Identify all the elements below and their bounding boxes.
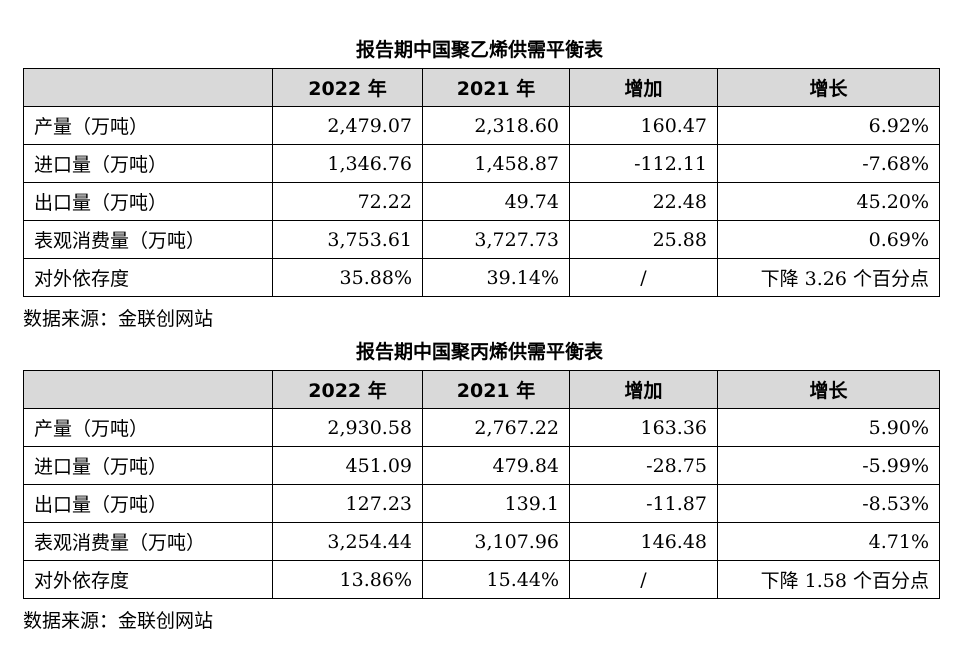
polyethylene-balance-table: 2022 年 2021 年 增加 增长 产量（万吨） 2,479.07 2,31…	[23, 68, 940, 297]
cell-increase: 25.88	[569, 220, 718, 259]
cell-2021: 49.74	[422, 182, 570, 221]
cell-2021: 2,318.60	[422, 106, 570, 145]
cell-growth: 0.69%	[717, 220, 940, 259]
header-cell-2021: 2021 年	[422, 68, 570, 107]
row-label: 产量（万吨）	[23, 106, 273, 145]
header-cell-growth: 增长	[717, 68, 940, 107]
table-row: 表观消费量（万吨） 3,254.44 3,107.96 146.48 4.71%	[23, 522, 940, 561]
cell-2021: 15.44%	[422, 560, 570, 599]
table-row: 对外依存度 13.86% 15.44% / 下降 1.58 个百分点	[23, 560, 940, 599]
table-title: 报告期中国聚乙烯供需平衡表	[355, 39, 603, 61]
header-cell-2021: 2021 年	[422, 370, 570, 409]
cell-increase: -28.75	[569, 446, 718, 485]
cell-increase: /	[569, 560, 718, 599]
table-row: 产量（万吨） 2,930.58 2,767.22 163.36 5.90%	[23, 408, 940, 447]
cell-2022: 2,930.58	[272, 408, 423, 447]
cell-growth: 5.90%	[717, 408, 940, 447]
table-header-row: 2022 年 2021 年 增加 增长	[23, 370, 940, 409]
table-row: 出口量（万吨） 72.22 49.74 22.48 45.20%	[23, 182, 940, 221]
table-row: 表观消费量（万吨） 3,753.61 3,727.73 25.88 0.69%	[23, 220, 940, 259]
data-source-note: 数据来源：金联创网站	[23, 610, 214, 632]
cell-2022: 72.22	[272, 182, 423, 221]
header-cell-2022: 2022 年	[272, 370, 423, 409]
cell-2022: 1,346.76	[272, 144, 423, 183]
cell-increase: 22.48	[569, 182, 718, 221]
cell-growth: -8.53%	[717, 484, 940, 523]
cell-increase: -11.87	[569, 484, 718, 523]
header-cell-increase: 增加	[569, 370, 718, 409]
cell-2022: 127.23	[272, 484, 423, 523]
cell-increase: 163.36	[569, 408, 718, 447]
cell-2021: 479.84	[422, 446, 570, 485]
cell-growth: -5.99%	[717, 446, 940, 485]
cell-2022: 3,753.61	[272, 220, 423, 259]
cell-growth: 下降 1.58 个百分点	[717, 560, 940, 599]
table-row: 出口量（万吨） 127.23 139.1 -11.87 -8.53%	[23, 484, 940, 523]
header-cell-2022: 2022 年	[272, 68, 423, 107]
row-label: 进口量（万吨）	[23, 446, 273, 485]
table-row: 产量（万吨） 2,479.07 2,318.60 160.47 6.92%	[23, 106, 940, 145]
row-label: 出口量（万吨）	[23, 484, 273, 523]
cell-2021: 139.1	[422, 484, 570, 523]
cell-2022: 2,479.07	[272, 106, 423, 145]
cell-increase: -112.11	[569, 144, 718, 183]
cell-2021: 39.14%	[422, 258, 570, 297]
row-label: 表观消费量（万吨）	[23, 220, 273, 259]
table-title: 报告期中国聚丙烯供需平衡表	[355, 341, 603, 363]
cell-growth: 下降 3.26 个百分点	[717, 258, 940, 297]
row-label: 产量（万吨）	[23, 408, 273, 447]
row-label: 进口量（万吨）	[23, 144, 273, 183]
cell-2021: 3,727.73	[422, 220, 570, 259]
header-cell-growth: 增长	[717, 370, 940, 409]
row-label: 出口量（万吨）	[23, 182, 273, 221]
row-label: 表观消费量（万吨）	[23, 522, 273, 561]
cell-growth: 45.20%	[717, 182, 940, 221]
cell-growth: -7.68%	[717, 144, 940, 183]
cell-2021: 1,458.87	[422, 144, 570, 183]
cell-2022: 35.88%	[272, 258, 423, 297]
header-cell-increase: 增加	[569, 68, 718, 107]
header-cell-blank	[23, 68, 273, 107]
cell-increase: 146.48	[569, 522, 718, 561]
table-row: 进口量（万吨） 1,346.76 1,458.87 -112.11 -7.68%	[23, 144, 940, 183]
header-cell-blank	[23, 370, 273, 409]
cell-2022: 13.86%	[272, 560, 423, 599]
table-header-row: 2022 年 2021 年 增加 增长	[23, 68, 940, 107]
table-row: 进口量（万吨） 451.09 479.84 -28.75 -5.99%	[23, 446, 940, 485]
row-label: 对外依存度	[23, 258, 273, 297]
cell-2022: 3,254.44	[272, 522, 423, 561]
cell-2022: 451.09	[272, 446, 423, 485]
table-row: 对外依存度 35.88% 39.14% / 下降 3.26 个百分点	[23, 258, 940, 297]
cell-2021: 3,107.96	[422, 522, 570, 561]
cell-increase: /	[569, 258, 718, 297]
data-source-note: 数据来源：金联创网站	[23, 308, 214, 330]
row-label: 对外依存度	[23, 560, 273, 599]
cell-growth: 4.71%	[717, 522, 940, 561]
cell-2021: 2,767.22	[422, 408, 570, 447]
cell-growth: 6.92%	[717, 106, 940, 145]
cell-increase: 160.47	[569, 106, 718, 145]
polypropylene-balance-table: 2022 年 2021 年 增加 增长 产量（万吨） 2,930.58 2,76…	[23, 370, 940, 599]
